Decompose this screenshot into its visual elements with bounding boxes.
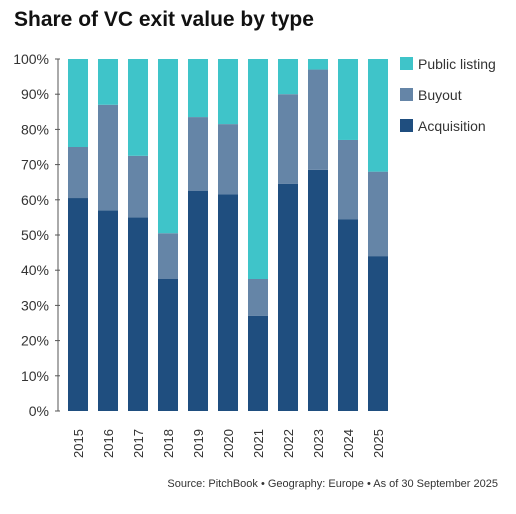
bar-public-listing-2016 — [98, 59, 118, 105]
y-tick-label: 60% — [21, 192, 49, 208]
bar-acquisition-2016 — [98, 210, 118, 411]
x-tick-label: 2018 — [161, 429, 176, 458]
source-note: Source: PitchBook • Geography: Europe • … — [167, 478, 498, 490]
x-tick-label: 2019 — [191, 429, 206, 458]
bar-public-listing-2019 — [188, 59, 208, 118]
bar-buyout-2018 — [158, 233, 178, 279]
y-tick-label: 100% — [13, 51, 49, 67]
legend-label-buyout: Buyout — [418, 87, 462, 103]
legend-label-acquisition: Acquisition — [418, 118, 486, 134]
bars-group — [68, 59, 388, 411]
bar-buyout-2015 — [68, 147, 88, 199]
y-tick-label: 0% — [29, 403, 49, 419]
x-tick-label: 2020 — [221, 429, 236, 458]
bar-buyout-2019 — [188, 117, 208, 191]
y-tick-label: 20% — [21, 333, 49, 349]
y-tick-label: 10% — [21, 368, 49, 384]
x-tick-label: 2021 — [251, 429, 266, 458]
bar-acquisition-2017 — [128, 217, 148, 411]
bar-acquisition-2018 — [158, 279, 178, 411]
bar-acquisition-2019 — [188, 191, 208, 411]
x-tick-label: 2023 — [311, 429, 326, 458]
bar-acquisition-2023 — [308, 169, 328, 411]
bar-acquisition-2015 — [68, 198, 88, 411]
bar-buyout-2016 — [98, 104, 118, 211]
bar-public-listing-2018 — [158, 59, 178, 234]
chart-title: Share of VC exit value by type — [14, 8, 314, 31]
bar-public-listing-2025 — [368, 59, 388, 172]
bar-acquisition-2025 — [368, 256, 388, 411]
x-tick-label: 2017 — [131, 429, 146, 458]
y-tick-label: 90% — [21, 86, 49, 102]
x-tick-label: 2016 — [101, 429, 116, 458]
bar-buyout-2022 — [278, 94, 298, 184]
bar-public-listing-2020 — [218, 59, 238, 125]
x-tick-label: 2022 — [281, 429, 296, 458]
bar-public-listing-2024 — [338, 59, 358, 140]
bar-acquisition-2024 — [338, 219, 358, 411]
bar-public-listing-2022 — [278, 59, 298, 95]
y-tick-label: 50% — [21, 227, 49, 243]
legend-swatch-acquisition — [400, 119, 413, 132]
bar-public-listing-2017 — [128, 59, 148, 156]
bar-public-listing-2023 — [308, 59, 328, 70]
y-tick-label: 40% — [21, 262, 49, 278]
y-tick-label: 30% — [21, 297, 49, 313]
bar-buyout-2020 — [218, 124, 238, 195]
y-axis: 0% 10% 20% 30% 40% 50% 60% 70% 80% 90% 100% — [13, 51, 60, 419]
bar-buyout-2017 — [128, 155, 148, 218]
y-tick-label: 70% — [21, 157, 49, 173]
bar-acquisition-2022 — [278, 183, 298, 411]
x-axis: 2015 2016 2017 2018 2019 2020 2021 2022 2023 2024… — [71, 429, 386, 458]
legend-label-public-listing: Public listing — [418, 56, 496, 72]
bar-public-listing-2021 — [248, 59, 268, 279]
bar-buyout-2025 — [368, 171, 388, 257]
x-tick-label: 2024 — [341, 429, 356, 458]
legend: Public listing Buyout Acquisition — [400, 56, 496, 134]
bar-acquisition-2021 — [248, 315, 268, 411]
legend-swatch-public-listing — [400, 57, 413, 70]
bar-buyout-2023 — [308, 69, 328, 170]
x-tick-label: 2025 — [371, 429, 386, 458]
bar-buyout-2024 — [338, 139, 358, 220]
x-tick-label: 2015 — [71, 429, 86, 458]
bar-acquisition-2020 — [218, 194, 238, 411]
legend-swatch-buyout — [400, 88, 413, 101]
bar-public-listing-2015 — [68, 59, 88, 147]
y-tick-label: 80% — [21, 121, 49, 137]
bar-buyout-2021 — [248, 279, 268, 316]
